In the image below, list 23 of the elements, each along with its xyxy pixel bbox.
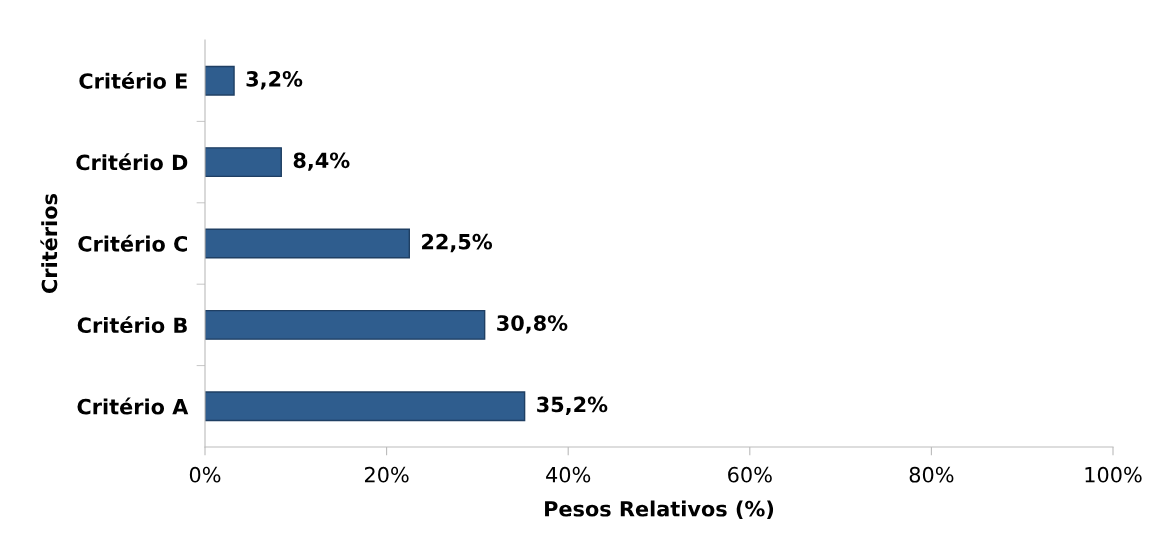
y-tick-label: Critério D xyxy=(76,153,188,171)
x-tick-label: 100% xyxy=(1085,466,1142,483)
x-tick-label: 80% xyxy=(909,466,954,483)
y-tick-label: Critério A xyxy=(77,397,189,415)
data-label: 22,5% xyxy=(422,233,493,253)
data-label: 35,2% xyxy=(537,396,608,416)
data-label: 30,8% xyxy=(497,315,568,334)
x-tick-label: 20% xyxy=(364,466,409,483)
y-tick-label: Critério C xyxy=(78,234,187,252)
data-label: 3,2% xyxy=(246,70,303,90)
bar xyxy=(205,65,235,96)
x-tick-label: 40% xyxy=(546,466,591,483)
x-axis-title: Pesos Relativos (%) xyxy=(545,500,774,520)
bar xyxy=(205,228,410,259)
y-tick-label: Critério B xyxy=(77,316,187,334)
x-tick-label: 60% xyxy=(728,466,772,483)
data-label: 8,4% xyxy=(293,152,350,171)
bar xyxy=(205,147,282,178)
y-tick-label: Critério E xyxy=(79,71,187,89)
x-tick-label: 0% xyxy=(189,466,221,483)
y-axis-title: Critérios xyxy=(40,194,58,293)
bar xyxy=(205,391,526,422)
bar xyxy=(205,309,486,340)
